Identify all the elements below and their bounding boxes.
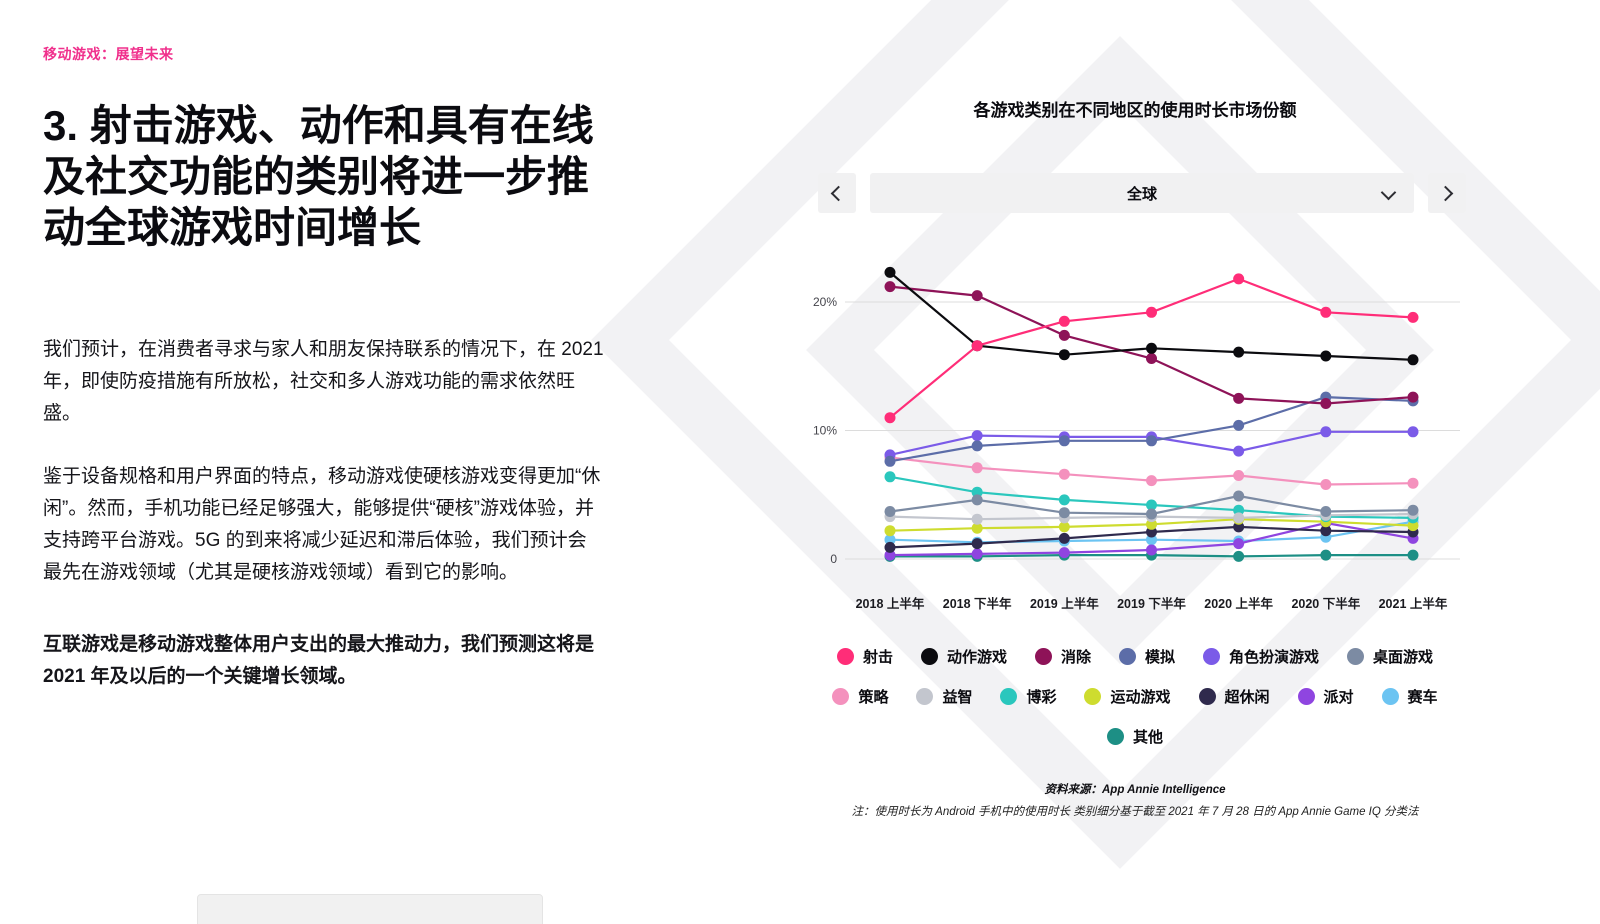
- legend-label: 角色扮演游戏: [1229, 649, 1320, 666]
- legend-color-dot: [1203, 648, 1221, 665]
- legend-row: 其他: [800, 726, 1470, 747]
- legend-label: 赛车: [1407, 689, 1438, 706]
- legend-label: 模拟: [1145, 649, 1176, 666]
- legend-label: 桌面游戏: [1373, 649, 1434, 666]
- legend-color-dot: [1381, 688, 1399, 705]
- region-dropdown-value: 全球: [1126, 185, 1157, 203]
- legend-label: 益智: [942, 689, 973, 706]
- legend-color-dot: [920, 648, 938, 665]
- section-eyebrow: 移动游戏：展望未来: [43, 46, 174, 62]
- body-paragraph-1: 我们预计，在消费者寻求与家人和朋友保持联系的情况下，在 2021 年，即使防疫措…: [43, 338, 604, 424]
- svg-text:2020 下半年: 2020 下半年: [1291, 596, 1360, 611]
- usage-share-line-chart: 0 10% 20% 2018 上半年 2018 下半年 2019 上半年 2019 下半年 2…: [813, 266, 1460, 611]
- chevron-down-icon: [1380, 184, 1397, 201]
- legend-color-dot: [1347, 648, 1365, 665]
- legend-color-dot: [836, 648, 854, 665]
- legend-item[interactable]: 超休闲: [1198, 686, 1270, 707]
- legend-item[interactable]: 博彩: [1000, 686, 1056, 707]
- legend-color-dot: [832, 688, 850, 705]
- legend-item[interactable]: 其他: [1106, 726, 1163, 747]
- chart-footnote: 注：使用时长为 Android 手机中的使用时长 类别细分基于截至 2021 年…: [851, 806, 1419, 818]
- legend-item[interactable]: 射击: [836, 646, 893, 667]
- partial-button[interactable]: [197, 894, 543, 924]
- next-region-button[interactable]: [1428, 173, 1466, 213]
- svg-text:10%: 10%: [813, 424, 837, 438]
- chevron-left-icon: [830, 185, 847, 201]
- legend-color-dot: [1034, 648, 1052, 665]
- svg-text:20%: 20%: [813, 295, 837, 309]
- section-heading: 3. 射击游戏、动作和具有在线及社交功能的类别将进一步推动全球游戏时间增长: [43, 102, 594, 252]
- legend-label: 消除: [1060, 649, 1091, 666]
- svg-text:0: 0: [830, 552, 837, 566]
- body-paragraph-2: 鉴于设备规格和用户界面的特点，移动游戏使硬核游戏变得更加“休闲”。然而，手机功能…: [43, 466, 601, 584]
- chart-area: 0 10% 20% 2018 上半年 2018 下半年 2019 上半年 2019 下半年 2…: [800, 246, 1470, 624]
- svg-text:2018 下半年: 2018 下半年: [943, 596, 1012, 611]
- legend-row: 策略 益智 博彩 运动游戏 超休闲 派对 赛车: [800, 686, 1470, 707]
- legend-label: 运动游戏: [1110, 689, 1171, 706]
- svg-text:2019 下半年: 2019 下半年: [1117, 596, 1186, 611]
- legend-item[interactable]: 桌面游戏: [1347, 646, 1433, 667]
- legend-label: 派对: [1323, 689, 1354, 706]
- region-selector-row: 全球: [818, 173, 1466, 213]
- legend-color-dot: [916, 688, 934, 705]
- legend-color-dot: [1198, 688, 1216, 705]
- svg-text:2020 上半年: 2020 上半年: [1204, 596, 1273, 611]
- svg-text:2021 上半年: 2021 上半年: [1379, 596, 1448, 611]
- chevron-right-icon: [1437, 185, 1454, 201]
- legend-item[interactable]: 动作游戏: [920, 646, 1007, 667]
- legend-item[interactable]: 策略: [832, 686, 888, 707]
- legend-label: 动作游戏: [946, 649, 1007, 666]
- prev-region-button[interactable]: [818, 173, 856, 213]
- legend-color-dot: [1106, 728, 1124, 745]
- legend-color-dot: [1119, 648, 1136, 665]
- legend-item[interactable]: 消除: [1034, 646, 1091, 667]
- region-dropdown[interactable]: 全球: [870, 173, 1414, 213]
- source-attribution: 资料来源：App Annie Intelligence: [1044, 784, 1226, 796]
- svg-text:2019 上半年: 2019 上半年: [1030, 596, 1099, 611]
- svg-text:2018 上半年: 2018 上半年: [856, 596, 925, 611]
- legend-label: 博彩: [1026, 689, 1057, 706]
- legend-color-dot: [1297, 688, 1315, 705]
- body-paragraph-3: 互联游戏是移动游戏整体用户支出的最大推动力，我们预测这将是 2021 年及以后的…: [43, 634, 595, 687]
- legend-row: 射击 动作游戏 消除 模拟 角色扮演游戏 桌面游戏: [800, 646, 1470, 667]
- legend-item[interactable]: 角色扮演游戏: [1203, 646, 1319, 667]
- text-column: 移动游戏：展望未来 3. 射击游戏、动作和具有在线及社交功能的类别将进一步推动全…: [43, 44, 605, 712]
- legend-label: 射击: [862, 649, 893, 666]
- legend-item[interactable]: 益智: [916, 686, 972, 707]
- legend-label: 超休闲: [1224, 689, 1270, 706]
- legend-color-dot: [1000, 688, 1018, 705]
- legend-item[interactable]: 模拟: [1119, 646, 1175, 667]
- legend-label: 其他: [1132, 729, 1163, 746]
- chart-panel: 各游戏类别在不同地区的使用时长市场份额 全球 0 10% 20% 2018 上半年 20…: [800, 88, 1470, 822]
- legend-label: 策略: [858, 689, 889, 706]
- chart-title: 各游戏类别在不同地区的使用时长市场份额: [973, 101, 1297, 120]
- legend-item[interactable]: 派对: [1297, 686, 1354, 707]
- legend-item[interactable]: 赛车: [1381, 686, 1438, 707]
- chart-legend: 射击 动作游戏 消除 模拟 角色扮演游戏 桌面游戏 策略 益智 博彩 运动游戏 超休闲 派对 赛车 其…: [800, 646, 1470, 747]
- legend-color-dot: [1084, 688, 1102, 705]
- legend-item[interactable]: 运动游戏: [1084, 686, 1171, 707]
